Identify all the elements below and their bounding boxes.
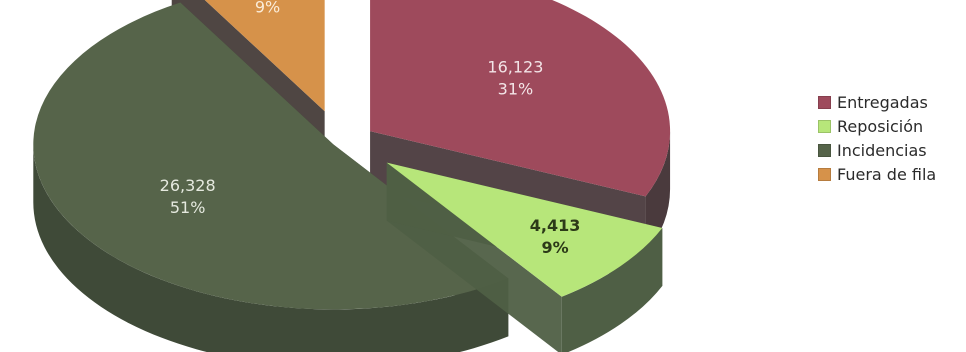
legend-item-incidencias: Incidencias	[818, 140, 936, 160]
data-label-percent-incidencias: 51%	[170, 198, 206, 217]
pie-slice-top-entregadas	[370, 0, 671, 197]
data-label-value-incidencias: 26,328	[160, 176, 216, 195]
legend-swatch-incidencias	[818, 143, 831, 157]
legend-label-entregadas: Entregadas	[837, 92, 928, 112]
data-label-percent-fuera-de-fila: 9%	[255, 0, 280, 17]
legend-swatch-entregadas	[818, 95, 831, 109]
data-label-value-reposicion: 4,413	[530, 216, 581, 235]
pie-slice-top-reposicion	[386, 162, 663, 297]
pie-slice-wall-reposicion	[561, 227, 663, 352]
legend-swatch-fuera-de-fila	[818, 167, 831, 181]
data-label-percent-reposicion: 9%	[541, 238, 568, 257]
pie-slice-top-fuera-de-fila	[204, 0, 325, 112]
data-label-value-entregadas: 16,123	[487, 58, 543, 77]
pie-slice-wall-entregadas	[645, 131, 671, 255]
legend-item-reposicion: Reposición	[818, 116, 936, 136]
pie-slice-reposicion	[386, 162, 663, 352]
legend-item-entregadas: Entregadas	[818, 92, 936, 112]
pie-slice-wall-incidencias	[33, 144, 509, 352]
chart-legend: Entregadas Reposición Incidencias Fuera …	[818, 92, 936, 184]
data-label-percent-entregadas: 31%	[498, 80, 534, 99]
legend-swatch-reposicion	[818, 119, 831, 133]
legend-label-reposicion: Reposición	[837, 116, 924, 136]
pie-slice-top-incidencias	[33, 2, 509, 310]
legend-label-fuera-de-fila: Fuera de fila	[837, 164, 937, 184]
legend-item-fuera-de-fila: Fuera de fila	[818, 164, 936, 184]
legend-label-incidencias: Incidencias	[837, 140, 927, 160]
